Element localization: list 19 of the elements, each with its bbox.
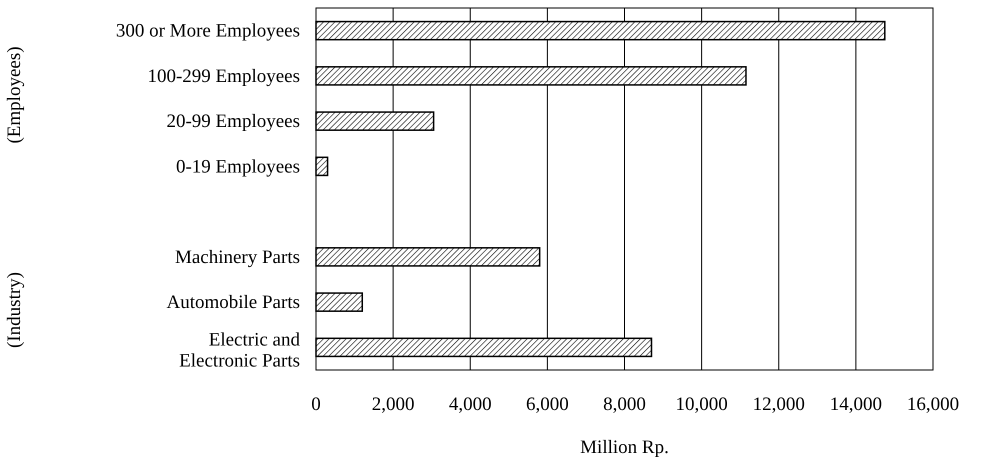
y-tick-label: Automobile Parts	[166, 292, 300, 314]
text: (Industry)	[4, 272, 25, 348]
y-tick-label: 100-299 Employees	[147, 66, 300, 87]
x-tick-label: 6,000	[526, 394, 569, 415]
y-tick-label: Electric and Electronic Parts	[179, 329, 300, 372]
y-tick-label: 0-19 Employees	[176, 156, 300, 178]
x-tick-label: 4,000	[448, 394, 492, 415]
y-tick-label: 300 or More Employees	[116, 20, 300, 42]
x-tick-label: 16,000	[906, 394, 960, 415]
y-tick-label: Machinery Parts	[174, 246, 300, 268]
x-tick-label: 0	[311, 394, 321, 415]
y-tick-label: 20-99 Employees	[166, 111, 300, 132]
x-tick-label: 12,000	[752, 394, 805, 415]
x-axis-title: Million Rp.	[580, 437, 669, 458]
x-tick-label: 10,000	[676, 394, 728, 415]
x-tick-label: 14,000	[830, 394, 882, 415]
text: (Employees)	[4, 46, 25, 144]
x-tick-label: 2,000	[372, 394, 414, 415]
x-tick-label: 8,000	[603, 394, 646, 415]
